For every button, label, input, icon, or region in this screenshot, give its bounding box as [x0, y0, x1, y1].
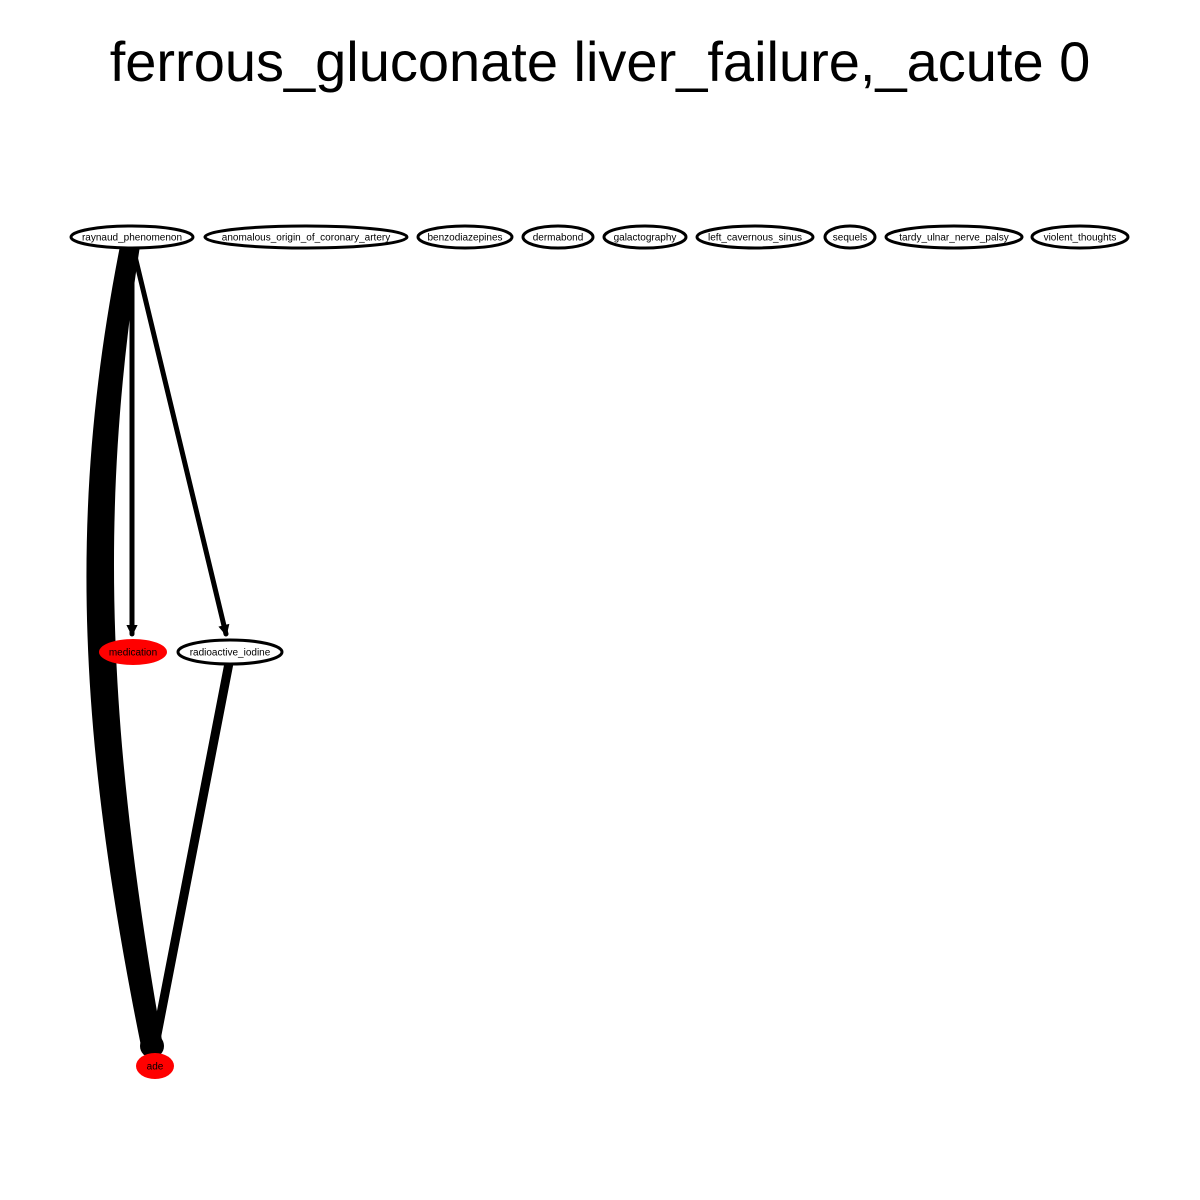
- node-shape: [884, 224, 1024, 250]
- node-label: violent_thoughts: [1044, 233, 1117, 244]
- arrowhead-icon: [218, 623, 230, 637]
- node-shape: [1030, 224, 1130, 250]
- node-shape: [521, 224, 595, 250]
- node-tardy_ulnar_nerve_palsy: tardy_ulnar_nerve_palsy: [884, 224, 1024, 250]
- node-galactography: galactography: [602, 224, 688, 250]
- node-medication: medication: [99, 639, 167, 665]
- node-label: dermabond: [533, 233, 584, 244]
- node-benzodiazepines: benzodiazepines: [416, 224, 514, 250]
- node-layer: raynaud_phenomenon anomalous_origin_of_co…: [69, 224, 1130, 1079]
- node-anomalous_origin_of_coronary_artery: anomalous_origin_of_coronary_artery: [203, 224, 409, 250]
- node-violent_thoughts: violent_thoughts: [1030, 224, 1130, 250]
- node-shape: [695, 224, 815, 250]
- node-label: medication: [109, 648, 157, 659]
- node-dermabond: dermabond: [521, 224, 595, 250]
- node-label: anomalous_origin_of_coronary_artery: [222, 233, 390, 244]
- node-radioactive_iodine: radioactive_iodine: [176, 638, 284, 666]
- node-label: radioactive_iodine: [190, 648, 271, 659]
- node-shape: [416, 224, 514, 250]
- node-shape: [176, 638, 284, 666]
- node-label: raynaud_phenomenon: [82, 233, 182, 244]
- node-label: left_cavernous_sinus: [708, 233, 802, 244]
- node-shape: [602, 224, 688, 250]
- node-label: benzodiazepines: [427, 233, 502, 244]
- node-label: ade: [147, 1062, 164, 1073]
- node-shape: [99, 639, 167, 665]
- edge-radioactive_iodine-to-ade: [149, 658, 234, 1055]
- graph-title: ferrous_gluconate liver_failure,_acute 0: [109, 30, 1091, 93]
- node-left_cavernous_sinus: left_cavernous_sinus: [695, 224, 815, 250]
- node-label: galactography: [614, 233, 677, 244]
- node-shape: [69, 224, 195, 250]
- edge-raynaud_phenomenon-to-radioactive_iodine: [131, 249, 230, 637]
- node-label: sequels: [833, 233, 867, 244]
- node-raynaud_phenomenon: raynaud_phenomenon: [69, 224, 195, 250]
- node-sequels: sequels: [823, 224, 877, 250]
- edge-line: [149, 658, 234, 1055]
- node-shape: [823, 224, 877, 250]
- edge-line: [86, 246, 163, 1046]
- node-shape: [203, 224, 409, 250]
- edge-line: [131, 249, 229, 637]
- node-ade: ade: [136, 1053, 174, 1079]
- arrowhead-icon: [126, 625, 138, 637]
- edge-raynaud_phenomenon-to-medication: [126, 249, 138, 637]
- node-label: tardy_ulnar_nerve_palsy: [899, 233, 1009, 244]
- edge-layer: [86, 246, 234, 1058]
- node-shape: [136, 1053, 174, 1079]
